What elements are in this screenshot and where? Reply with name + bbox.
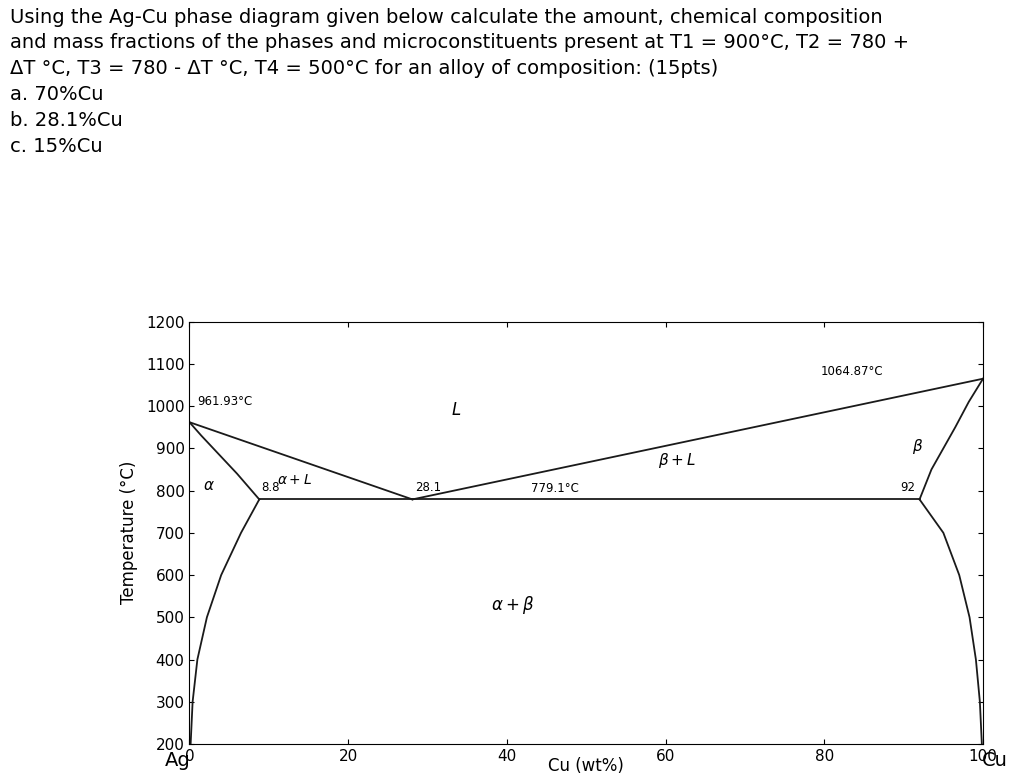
- Text: Ag: Ag: [165, 751, 190, 770]
- Y-axis label: Temperature (°C): Temperature (°C): [120, 461, 138, 604]
- Text: 1064.87°C: 1064.87°C: [820, 365, 883, 378]
- Text: Cu (wt%): Cu (wt%): [548, 756, 625, 775]
- Text: $L$: $L$: [452, 401, 462, 419]
- Text: $\alpha$: $\alpha$: [204, 478, 215, 493]
- Text: Using the Ag-Cu phase diagram given below calculate the amount, chemical composi: Using the Ag-Cu phase diagram given belo…: [10, 8, 909, 156]
- Text: 961.93°C: 961.93°C: [198, 395, 253, 408]
- Text: 92: 92: [900, 480, 915, 494]
- Text: 8.8: 8.8: [261, 480, 280, 494]
- Text: $\beta$: $\beta$: [911, 437, 923, 456]
- Text: 779.1°C: 779.1°C: [530, 482, 579, 494]
- Text: $\alpha + \beta$: $\alpha + \beta$: [492, 594, 535, 615]
- Text: $\beta + L$: $\beta + L$: [657, 451, 695, 470]
- Text: Cu: Cu: [982, 751, 1008, 770]
- Text: 28.1: 28.1: [415, 480, 441, 494]
- Text: $\alpha + L$: $\alpha + L$: [276, 473, 311, 487]
